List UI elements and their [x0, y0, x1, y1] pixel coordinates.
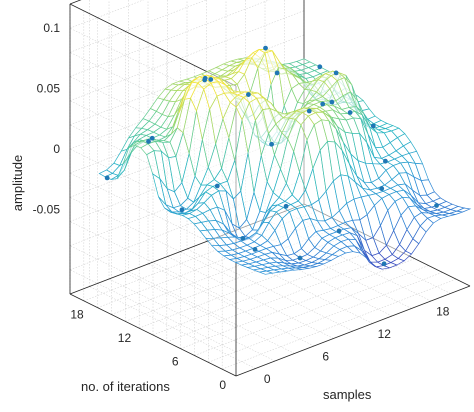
- grid-line: [147, 263, 315, 347]
- data-point: [245, 92, 251, 97]
- x-tick-label: 18: [436, 304, 450, 318]
- grid-line: [167, 256, 334, 339]
- data-point: [434, 203, 439, 208]
- z-tick-label: 0.1: [43, 21, 60, 35]
- data-point: [104, 175, 110, 181]
- data-point: [333, 70, 339, 76]
- z-tick-label: 0: [53, 142, 60, 156]
- z-tick-label: 0.05: [37, 82, 61, 96]
- grid-line: [89, 286, 256, 369]
- data-point: [329, 99, 335, 105]
- data-point: [146, 139, 151, 144]
- data-point: [297, 255, 303, 261]
- data-point: [383, 158, 388, 164]
- data-point: [202, 77, 208, 83]
- data-point: [336, 228, 342, 234]
- data-point: [320, 101, 326, 107]
- data-point: [379, 186, 385, 191]
- data-markers: [104, 45, 439, 267]
- y-tick-label: 12: [118, 331, 132, 345]
- data-point: [263, 45, 268, 51]
- data-point: [381, 261, 387, 267]
- z-axis-label: amplitude: [10, 155, 25, 211]
- data-point: [269, 141, 274, 147]
- surface-cell: [455, 207, 472, 213]
- data-point: [214, 183, 220, 189]
- x-axis-label: samples: [323, 387, 372, 402]
- data-point: [252, 246, 258, 252]
- surface-mesh: [98, 48, 472, 275]
- data-point: [347, 110, 353, 115]
- data-point: [306, 108, 312, 114]
- grid-line: [108, 278, 276, 362]
- data-point: [283, 203, 289, 209]
- data-point: [274, 70, 280, 76]
- axis-box-edge: [69, 293, 237, 377]
- axis-box-edge: [235, 285, 471, 377]
- y-tick-label: 18: [70, 308, 84, 322]
- data-point: [179, 207, 185, 213]
- data-point: [208, 77, 214, 82]
- y-tick-label: 6: [172, 355, 179, 369]
- grid-line: [186, 248, 354, 332]
- y-tick-label: 0: [219, 378, 226, 392]
- x-tick-label: 6: [322, 349, 329, 363]
- grid-line: [128, 271, 295, 354]
- data-point: [240, 235, 246, 241]
- y-axis-label: no. of iterations: [81, 379, 170, 394]
- data-point: [370, 123, 376, 129]
- x-tick-label: 0: [264, 372, 271, 386]
- tick-labels: -0.05 0 0.05 0.1 0 6 12 18 0 6 12 18: [33, 21, 450, 392]
- z-tick-label: -0.05: [33, 202, 61, 216]
- data-point: [149, 135, 155, 141]
- data-point: [317, 64, 323, 70]
- x-tick-label: 12: [378, 327, 392, 341]
